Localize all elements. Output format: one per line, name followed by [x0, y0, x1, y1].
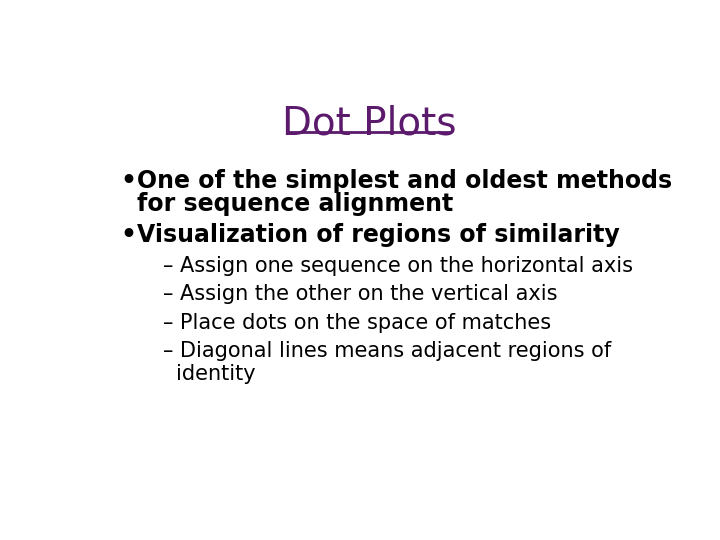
Text: – Assign the other on the vertical axis: – Assign the other on the vertical axis — [163, 284, 557, 304]
Text: Visualization of regions of similarity: Visualization of regions of similarity — [138, 222, 620, 247]
Text: – Place dots on the space of matches: – Place dots on the space of matches — [163, 313, 551, 333]
Text: identity: identity — [176, 364, 256, 384]
Text: •: • — [121, 168, 137, 193]
Text: – Assign one sequence on the horizontal axis: – Assign one sequence on the horizontal … — [163, 256, 633, 276]
Text: •: • — [121, 222, 137, 247]
Text: – Diagonal lines means adjacent regions of: – Diagonal lines means adjacent regions … — [163, 341, 611, 361]
Text: One of the simplest and oldest methods: One of the simplest and oldest methods — [138, 168, 672, 193]
Text: Dot Plots: Dot Plots — [282, 105, 456, 143]
Text: for sequence alignment: for sequence alignment — [138, 192, 454, 216]
